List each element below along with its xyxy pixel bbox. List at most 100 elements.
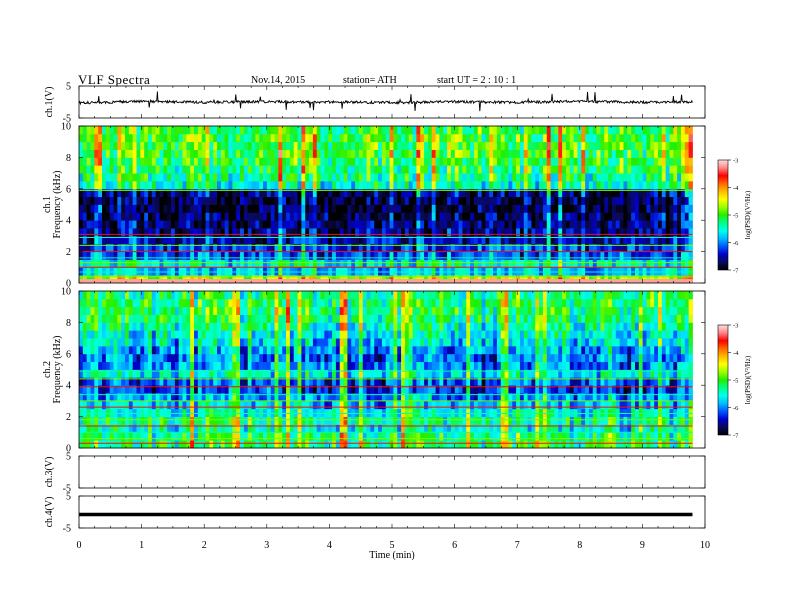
spectro-cell <box>661 440 667 449</box>
spectro-cell <box>389 369 394 378</box>
spectro-cell <box>611 149 617 158</box>
spectro-cell <box>339 212 344 221</box>
spectro-cell <box>585 385 590 394</box>
spectro-cell <box>86 251 91 260</box>
spectro-cell <box>289 385 295 394</box>
spectro-cell <box>508 235 513 245</box>
spectro-cell <box>527 165 532 174</box>
spectro-cell <box>581 369 586 378</box>
spectro-cell <box>220 361 226 370</box>
spectro-cell <box>592 165 598 174</box>
spectro-cell <box>82 440 88 449</box>
spectro-cell <box>604 149 609 158</box>
spectro-cell <box>243 165 249 174</box>
spectro-cell <box>577 173 582 182</box>
spectro-cell <box>585 267 590 276</box>
spectro-cell <box>259 133 264 143</box>
spectro-cell <box>243 385 249 394</box>
spectro-cell <box>504 267 509 276</box>
spectro-cell <box>661 408 667 417</box>
spectro-cell <box>182 173 187 182</box>
spectro-cell <box>485 235 490 245</box>
spectro-cell <box>232 149 237 158</box>
spectro-cell <box>516 393 521 402</box>
spectro-cell <box>171 173 176 182</box>
spectro-cell <box>573 126 578 135</box>
spectro-cell <box>439 432 444 441</box>
spectro-cell <box>493 369 498 378</box>
spectro-cell <box>447 126 452 135</box>
spectro-cell <box>86 188 91 198</box>
spectro-cell <box>661 173 667 182</box>
spectro-cell <box>358 267 364 276</box>
spectro-cell <box>82 353 88 363</box>
spectro-cell <box>220 141 226 150</box>
spectro-cell <box>82 416 88 425</box>
spectro-cell <box>328 440 333 449</box>
spectro-cell <box>205 126 210 135</box>
spectro-cell <box>174 157 180 166</box>
spectro-cell <box>144 393 149 402</box>
spectro-cell <box>121 188 126 198</box>
spectro-cell <box>374 424 379 433</box>
spectro-cell <box>424 385 429 394</box>
spectro-cell <box>324 149 329 158</box>
spectro-cell <box>680 259 686 268</box>
spectro-cell <box>546 400 552 410</box>
spectro-cell <box>431 133 436 143</box>
spectro-cell <box>82 228 88 237</box>
spectro-cell <box>117 353 122 363</box>
spectro-cell <box>259 440 264 449</box>
spectro-cell <box>98 180 103 190</box>
spectro-cell <box>251 408 256 417</box>
spectro-cell <box>615 126 621 135</box>
spectro-cell <box>255 180 260 190</box>
spectro-cell <box>171 133 176 143</box>
spectro-cell <box>516 126 521 135</box>
spectro-cell <box>646 243 651 252</box>
spectro-cell <box>320 204 325 213</box>
spectro-cell <box>167 149 172 158</box>
spectro-cell <box>240 267 245 276</box>
spectro-cell <box>424 126 429 135</box>
spectro-cell <box>646 369 651 378</box>
spectro-cell <box>194 377 199 386</box>
spectro-cell <box>312 188 318 198</box>
spectro-cell <box>148 165 153 174</box>
spectro-cell <box>677 180 682 190</box>
spectro-cell <box>424 369 429 378</box>
spectro-cell <box>657 243 663 252</box>
spectro-cell <box>370 204 375 213</box>
spectro-cell <box>186 165 191 174</box>
spectro-cell <box>174 173 180 182</box>
spectro-cell <box>569 424 575 433</box>
spectro-cell <box>324 400 329 410</box>
spectro-cell <box>585 369 590 378</box>
spectro-cell <box>416 188 421 198</box>
spectro-cell <box>136 141 141 150</box>
spectro-cell <box>688 400 693 410</box>
spectro-cell <box>531 235 536 245</box>
figure-title: VLF Spectra <box>78 72 151 87</box>
spectro-cell <box>209 267 214 276</box>
spectro-cell <box>151 126 157 135</box>
spectro-cell <box>661 141 667 150</box>
spectro-cell <box>94 204 99 213</box>
spectro-cell <box>163 165 168 174</box>
spectro-cell <box>266 188 272 198</box>
spectro-cell <box>247 369 252 378</box>
spectro-cell <box>178 220 183 229</box>
spectro-cell <box>381 149 387 158</box>
spectro-cell <box>443 400 448 410</box>
spectro-cell <box>631 149 636 158</box>
spectro-cell <box>140 267 145 276</box>
spectro-cell <box>297 204 302 213</box>
spectro-cell <box>542 235 548 245</box>
spectro-cell <box>332 400 337 410</box>
spectro-cell <box>178 188 183 198</box>
spectro-cell <box>220 385 226 394</box>
spectro-cell <box>113 393 118 402</box>
spectro-cell <box>427 251 433 260</box>
spectro-cell <box>132 393 137 402</box>
spectro-cell <box>194 165 199 174</box>
